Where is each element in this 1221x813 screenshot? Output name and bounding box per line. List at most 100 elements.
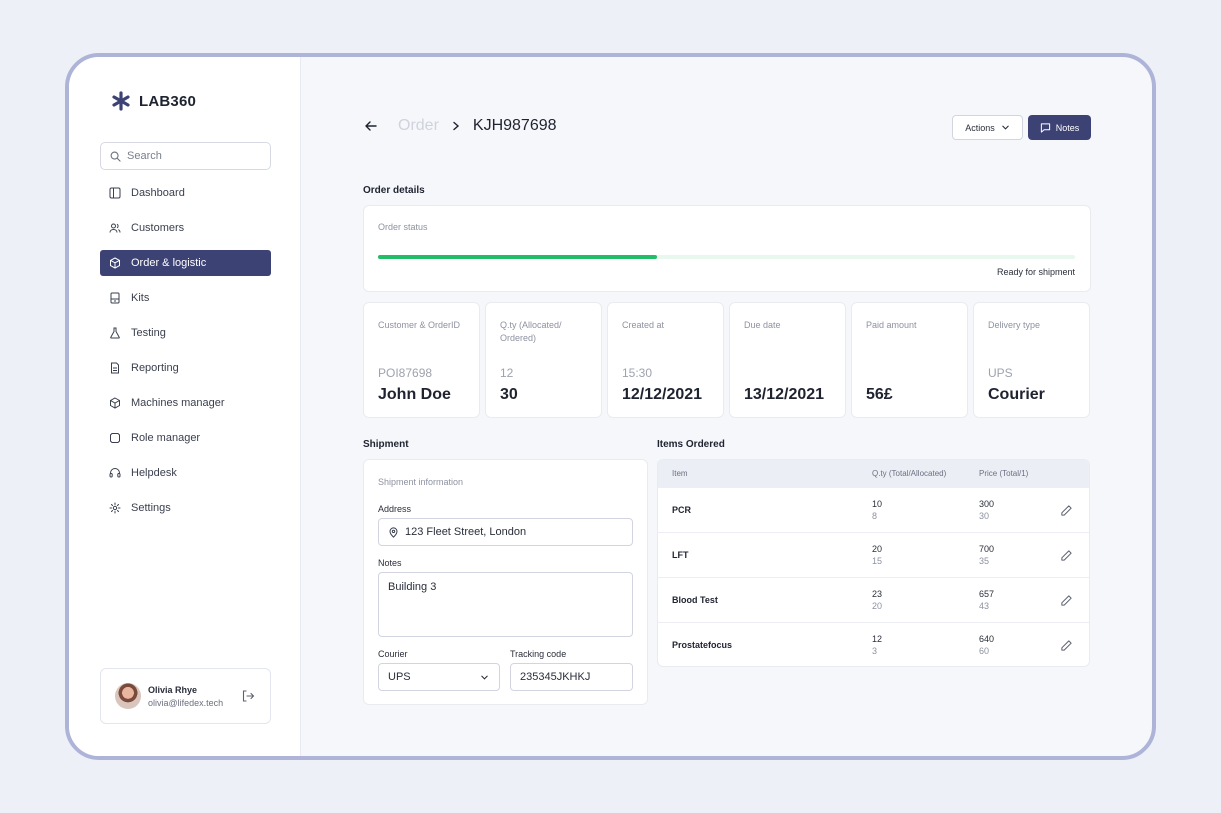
- column-qty: Q.ty (Total/Allocated): [872, 469, 947, 478]
- sidebar-item-label: Machines manager: [131, 397, 225, 409]
- table-row: LFT 20 15 700 35: [658, 532, 1089, 577]
- order-details-title: Order details: [363, 185, 425, 196]
- items-table: Item Q.ty (Total/Allocated) Price (Total…: [657, 459, 1090, 667]
- tracking-label: Tracking code: [510, 649, 567, 659]
- user-card: Olivia Rhye olivia@lifedex.tech: [100, 668, 271, 724]
- stat-customer: Customer & OrderID POI87698 John Doe: [363, 302, 480, 418]
- stat-label: Due date: [744, 320, 781, 330]
- location-pin-icon: [389, 526, 398, 538]
- column-item: Item: [672, 469, 688, 478]
- sidebar-item-dashboard[interactable]: Dashboard: [100, 180, 271, 206]
- sidebar-item-role-manager[interactable]: Role manager: [100, 425, 271, 451]
- sidebar-nav: Dashboard Customers Order & logistic Kit…: [100, 180, 271, 530]
- kit-icon: [110, 292, 120, 304]
- courier-select[interactable]: UPS: [378, 663, 500, 691]
- notes-button[interactable]: Notes: [1028, 115, 1091, 140]
- stat-sub: 12: [500, 366, 514, 380]
- order-status-card: Order status Ready for shipment: [363, 205, 1091, 292]
- edit-pencil-icon[interactable]: [1060, 639, 1073, 652]
- sidebar-item-settings[interactable]: Settings: [100, 495, 271, 521]
- qty-total: 12: [872, 634, 883, 644]
- column-price: Price (Total/1): [979, 469, 1029, 478]
- order-progress-fill: [378, 255, 657, 259]
- table-row: Prostatefocus 12 3 640 60: [658, 622, 1089, 666]
- avatar: [115, 683, 141, 709]
- stat-sub: POI87698: [378, 366, 433, 380]
- box-icon: [110, 257, 120, 269]
- logout-icon[interactable]: [241, 689, 255, 703]
- stat-value: John Doe: [378, 386, 451, 403]
- notes-field-label: Notes: [378, 558, 402, 568]
- logo: LAB360: [111, 91, 196, 111]
- tracking-input[interactable]: 235345JKHKJ: [510, 663, 633, 691]
- stat-due-date: Due date 13/12/2021: [729, 302, 846, 418]
- chevron-right-icon: [453, 121, 459, 131]
- sidebar-item-testing[interactable]: Testing: [100, 320, 271, 346]
- sidebar-item-label: Settings: [131, 502, 171, 514]
- breadcrumb-parent[interactable]: Order: [398, 117, 439, 134]
- users-icon: [109, 223, 121, 233]
- courier-label: Courier: [378, 649, 408, 659]
- sidebar-item-machines-manager[interactable]: Machines manager: [100, 390, 271, 416]
- item-name: Blood Test: [672, 595, 718, 605]
- tracking-value: 235345JKHKJ: [520, 671, 591, 683]
- item-name: Prostatefocus: [672, 640, 733, 650]
- edit-pencil-icon[interactable]: [1060, 504, 1073, 517]
- status-text: Ready for shipment: [996, 267, 1075, 277]
- shipment-card: Shipment information Address 123 Fleet S…: [363, 459, 648, 705]
- stat-quantity: Q.ty (Allocated/ Ordered) 12 30: [485, 302, 602, 418]
- table-header: Item Q.ty (Total/Allocated) Price (Total…: [658, 460, 1089, 487]
- breadcrumb: Order KJH987698: [364, 117, 557, 135]
- chat-icon: [1040, 123, 1050, 133]
- address-field[interactable]: 123 Fleet Street, London: [378, 518, 633, 546]
- order-status-label: Order status: [378, 222, 428, 232]
- sidebar-item-kits[interactable]: Kits: [100, 285, 271, 311]
- user-email: olivia@lifedex.tech: [148, 697, 224, 708]
- sidebar-item-order-logistic[interactable]: Order & logistic: [100, 250, 271, 276]
- sidebar-item-label: Kits: [131, 292, 150, 304]
- sidebar-item-label: Dashboard: [131, 187, 185, 199]
- stat-created-at: Created at 15:30 12/12/2021: [607, 302, 724, 418]
- order-progress-bar: [378, 255, 1075, 259]
- qty-total: 10: [872, 499, 883, 509]
- edit-pencil-icon[interactable]: [1060, 594, 1073, 607]
- notes-textarea[interactable]: Building 3: [378, 572, 633, 637]
- qty-allocated: 3: [872, 646, 878, 656]
- qty-total: 23: [872, 589, 883, 599]
- sidebar-item-reporting[interactable]: Reporting: [100, 355, 271, 381]
- role-icon: [110, 433, 120, 443]
- chevron-down-icon: [481, 675, 488, 680]
- edit-pencil-icon[interactable]: [1060, 549, 1073, 562]
- sidebar-item-customers[interactable]: Customers: [100, 215, 271, 241]
- stat-paid-amount: Paid amount 56£: [851, 302, 968, 418]
- stat-value: 30: [500, 386, 518, 403]
- stat-label: Q.ty (Allocated/ Ordered): [500, 320, 562, 343]
- actions-button[interactable]: Actions: [952, 115, 1023, 140]
- price-unit: 60: [979, 646, 990, 656]
- item-name: LFT: [672, 550, 689, 560]
- sidebar-item-label: Reporting: [131, 362, 179, 374]
- stat-label: Delivery type: [988, 320, 1041, 330]
- price-total: 700: [979, 544, 995, 554]
- sidebar-item-label: Helpdesk: [131, 467, 177, 479]
- search-input[interactable]: [127, 150, 257, 162]
- courier-value: UPS: [388, 671, 411, 683]
- price-unit: 35: [979, 556, 990, 566]
- headset-icon: [109, 468, 121, 478]
- back-arrow-icon[interactable]: [364, 119, 378, 133]
- search-box[interactable]: [100, 142, 271, 170]
- address-label: Address: [378, 504, 412, 514]
- main-content: Order KJH987698 Actions Notes Order deta…: [301, 57, 1152, 756]
- sidebar-item-helpdesk[interactable]: Helpdesk: [100, 460, 271, 486]
- qty-allocated: 20: [872, 601, 883, 611]
- stat-value: Courier: [988, 386, 1045, 403]
- table-row: PCR 10 8 300 30: [658, 487, 1089, 532]
- table-row: Blood Test 23 20 657 43: [658, 577, 1089, 622]
- report-icon: [111, 362, 119, 374]
- stat-label: Created at: [622, 320, 665, 330]
- search-icon: [110, 151, 121, 162]
- stat-sub: UPS: [988, 366, 1013, 380]
- shipment-info-label: Shipment information: [378, 477, 464, 487]
- price-total: 300: [979, 499, 995, 509]
- stat-value: 56£: [866, 386, 893, 403]
